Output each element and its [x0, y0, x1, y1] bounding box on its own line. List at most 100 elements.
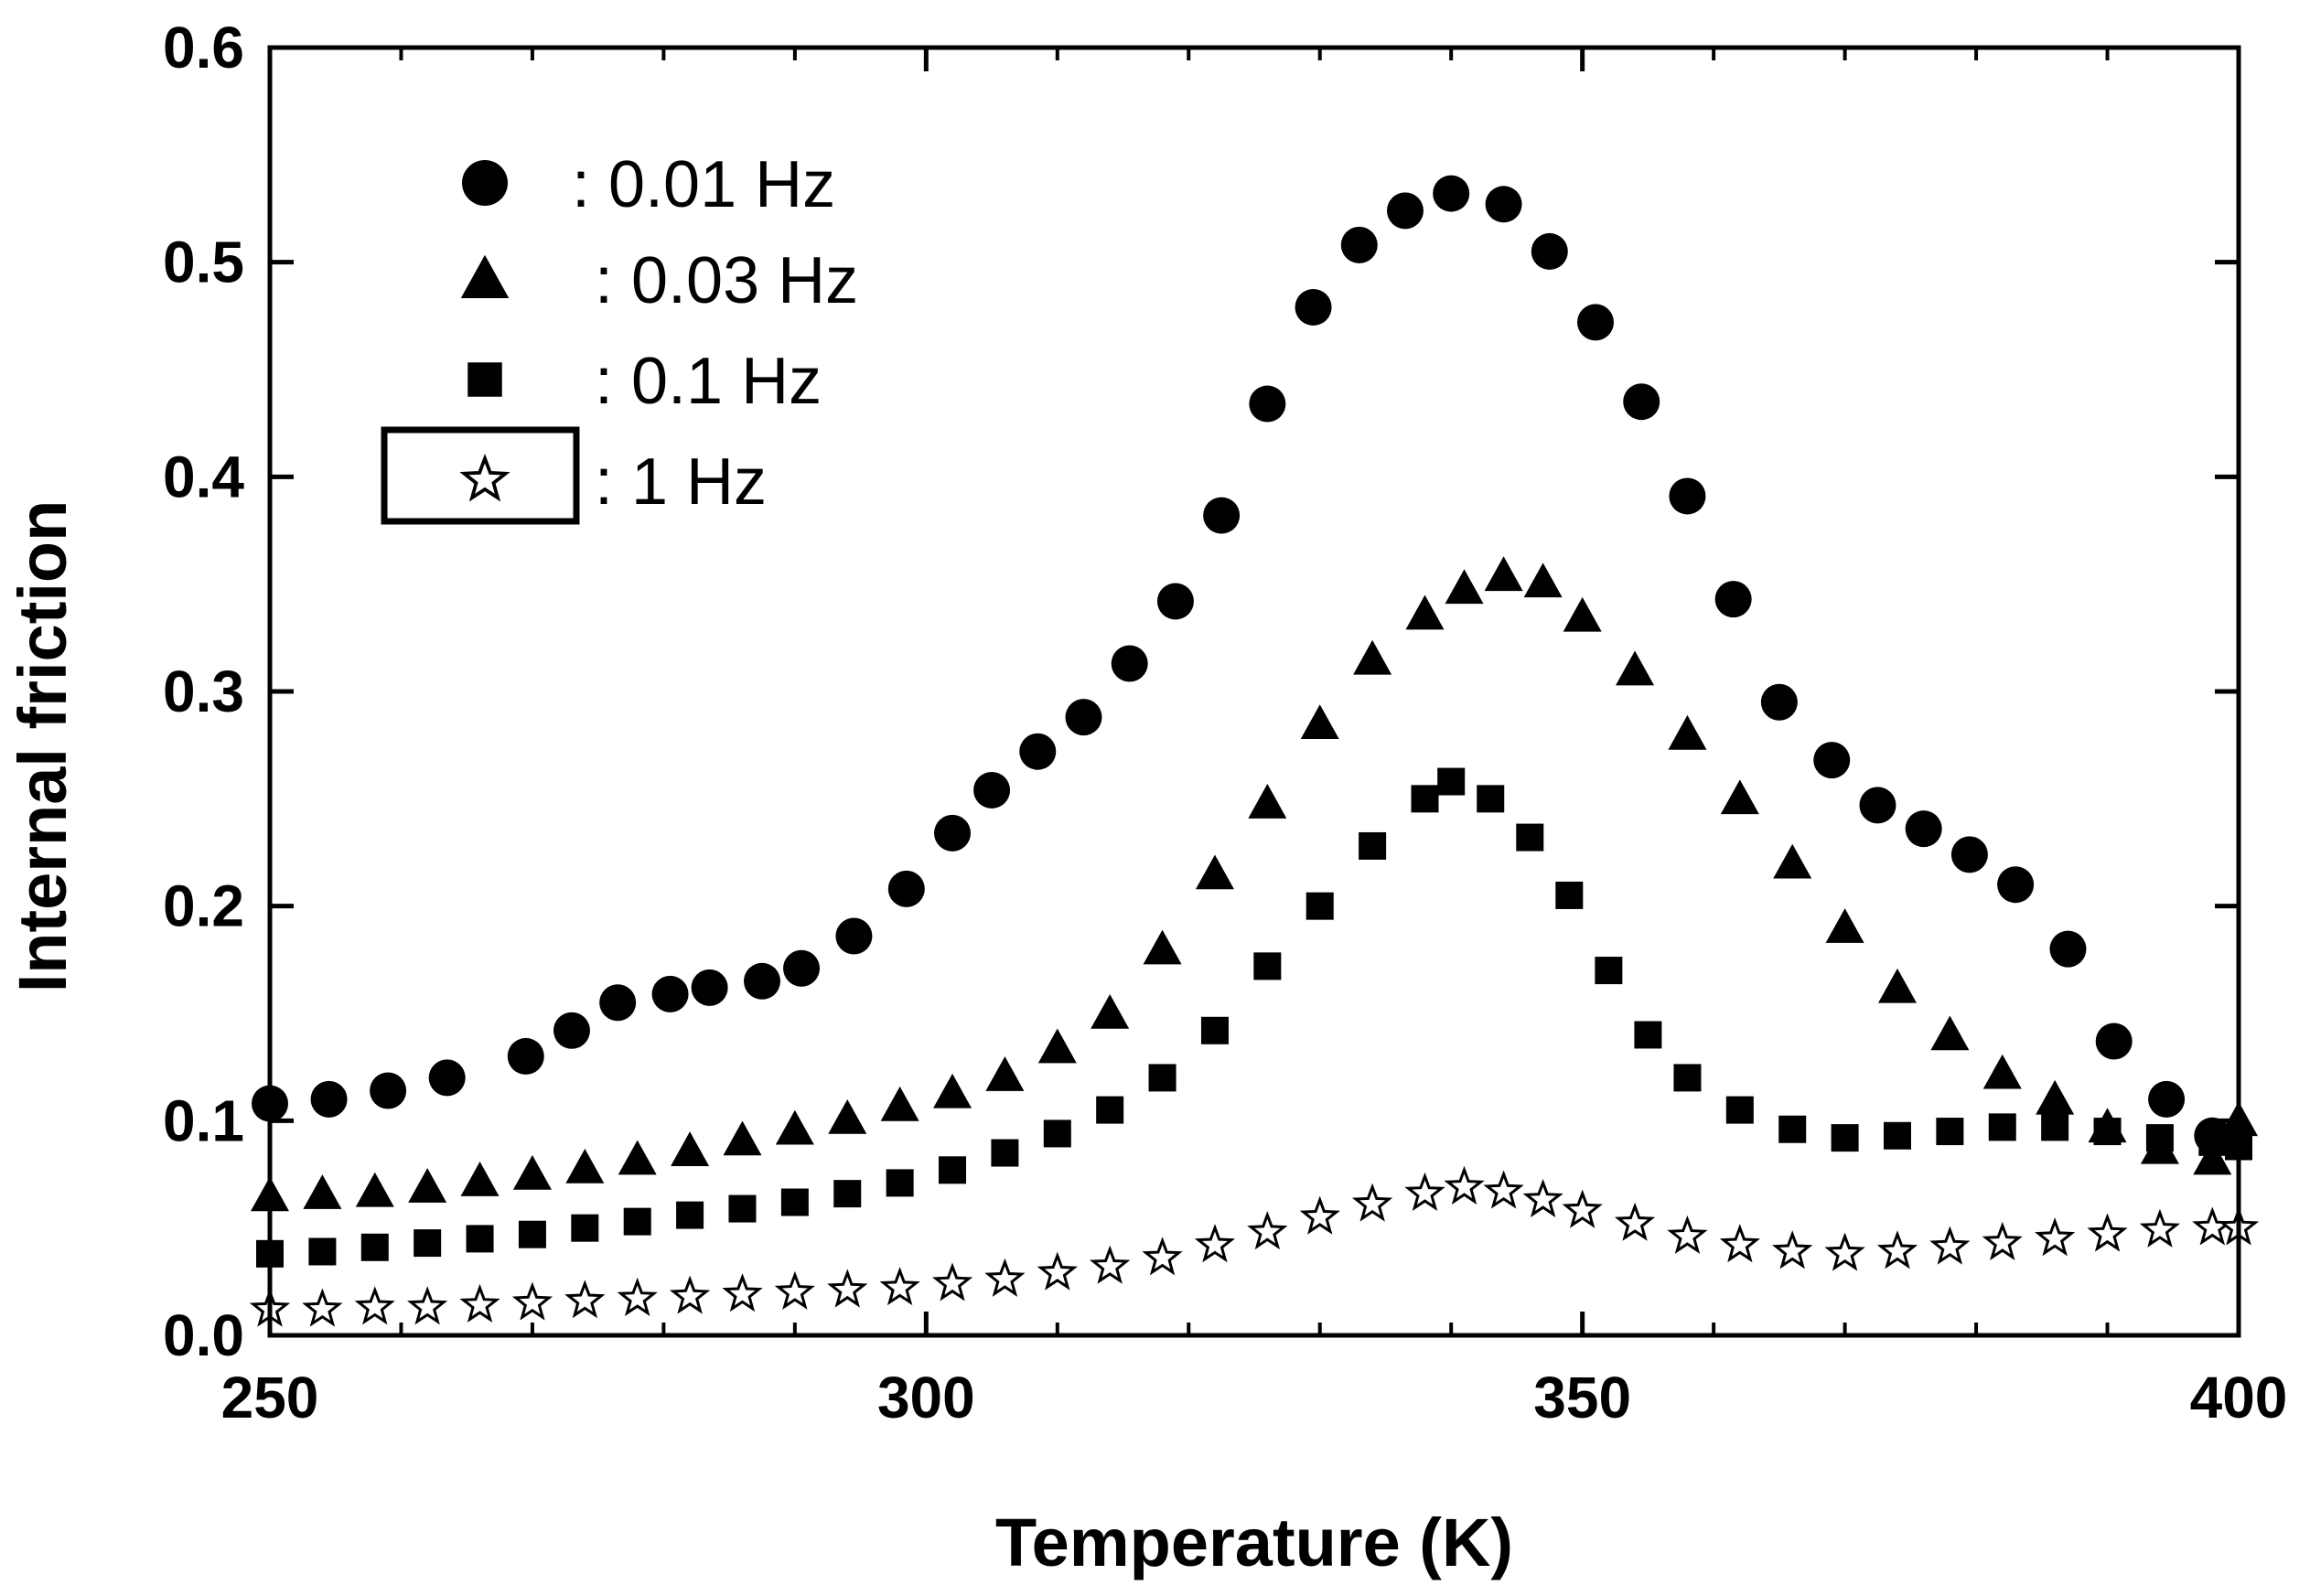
- data-point-star: [1824, 1232, 1865, 1271]
- data-point-triangle: [1405, 594, 1445, 630]
- data-point-star: [2035, 1217, 2076, 1257]
- data-point-square: [939, 1156, 967, 1184]
- data-point-triangle: [2088, 1108, 2127, 1143]
- legend-entry-label: : 1 Hz: [595, 445, 767, 519]
- data-point-circle: [1714, 581, 1752, 618]
- data-point-square: [1477, 785, 1505, 813]
- data-point-triangle: [618, 1140, 657, 1175]
- series-layer: [249, 175, 2260, 1327]
- data-point-triangle: [1668, 714, 1707, 750]
- data-point-circle: [370, 1072, 407, 1109]
- data-point-circle: [428, 1059, 466, 1097]
- data-point-circle: [1111, 645, 1148, 682]
- data-point-circle: [2148, 1080, 2186, 1118]
- data-point-triangle: [460, 1162, 500, 1196]
- legend-entry-label: : 0.1 Hz: [595, 345, 822, 418]
- data-point-triangle: [723, 1120, 762, 1156]
- data-point-square: [1305, 892, 1334, 920]
- data-point-triangle: [775, 1109, 814, 1145]
- data-point-star: [931, 1262, 973, 1301]
- data-point-triangle: [1445, 569, 1484, 605]
- data-point-star: [1351, 1183, 1393, 1222]
- data-point-square: [1634, 1021, 1662, 1049]
- data-point-star: [1247, 1211, 1288, 1250]
- data-point-star: [1090, 1245, 1131, 1284]
- data-point-star: [1194, 1224, 1236, 1263]
- x-tick-label: 300: [877, 1365, 975, 1430]
- data-point-star: [459, 1283, 500, 1323]
- data-point-triangle: [1982, 1054, 2022, 1089]
- data-point-star: [1929, 1226, 1971, 1265]
- data-point-star: [2087, 1213, 2128, 1252]
- data-point-square: [1043, 1119, 1071, 1148]
- data-point-circle: [1203, 497, 1241, 534]
- data-point-star: [1483, 1170, 1524, 1209]
- data-point-triangle: [1353, 639, 1392, 675]
- data-point-square: [360, 1233, 389, 1261]
- series-star: [249, 1165, 2260, 1327]
- data-point-circle: [2194, 1117, 2231, 1154]
- data-point-circle: [887, 870, 925, 907]
- data-point-star: [2139, 1208, 2181, 1248]
- data-point-star: [879, 1267, 920, 1306]
- data-point-triangle: [1825, 908, 1864, 943]
- x-tick-label: 250: [221, 1365, 319, 1430]
- data-point-square: [886, 1169, 914, 1197]
- data-point-square: [1595, 957, 1623, 985]
- data-point-triangle: [1300, 704, 1339, 739]
- data-point-triangle: [985, 1056, 1025, 1091]
- data-point-star: [774, 1270, 815, 1310]
- data-point-square: [833, 1180, 862, 1208]
- data-point-circle: [1997, 866, 2035, 904]
- data-point-star: [1614, 1202, 1656, 1241]
- data-point-triangle: [1195, 854, 1234, 890]
- data-point-circle: [835, 917, 873, 955]
- data-point-square: [308, 1237, 337, 1266]
- data-point-star: [1876, 1230, 1918, 1269]
- data-point-square: [1253, 952, 1282, 980]
- data-point-circle: [973, 771, 1011, 809]
- data-point-triangle: [408, 1168, 447, 1203]
- data-point-square: [1516, 823, 1544, 852]
- legend-entry-label: : 0.01 Hz: [572, 148, 835, 221]
- data-point-circle: [1669, 477, 1706, 515]
- data-point-circle: [1340, 226, 1378, 263]
- data-point-star: [984, 1258, 1026, 1297]
- data-point-triangle: [1248, 784, 1287, 819]
- data-point-square: [1096, 1096, 1124, 1124]
- data-point-circle: [1019, 733, 1057, 770]
- data-point-triangle: [2036, 1079, 2075, 1115]
- y-tick-label: 0.4: [163, 444, 244, 509]
- data-point-triangle: [828, 1098, 867, 1134]
- data-point-triangle: [1773, 843, 1812, 879]
- data-point-triangle: [1563, 596, 1602, 632]
- data-point-square: [1555, 881, 1584, 909]
- data-point-triangle: [2193, 1140, 2232, 1175]
- legend: : 0.01 Hz : 0.03 Hz : 0.1 Hz : 1 Hz: [381, 148, 858, 525]
- data-point-square: [2041, 1113, 2069, 1141]
- data-point-star: [407, 1286, 448, 1325]
- data-point-square: [414, 1229, 442, 1258]
- data-point-square: [1148, 1064, 1176, 1092]
- data-point-square: [1936, 1118, 1964, 1146]
- data-point-square: [1437, 767, 1466, 796]
- data-point-square: [571, 1214, 599, 1242]
- data-point-circle: [1295, 288, 1332, 326]
- data-point-circle: [1156, 583, 1194, 620]
- data-point-star: [1562, 1189, 1603, 1228]
- data-point-circle: [744, 962, 780, 1000]
- data-point-triangle: [933, 1073, 972, 1109]
- y-tick-label: 0.0: [163, 1302, 244, 1368]
- series-triangle: [251, 556, 2258, 1212]
- y-tick-label: 0.6: [163, 15, 244, 80]
- data-point-triangle: [880, 1086, 919, 1121]
- legend-highlight-box: [381, 426, 580, 525]
- data-point-triangle: [1484, 556, 1523, 592]
- x-tick-label: 350: [1533, 1365, 1631, 1430]
- data-point-square: [1831, 1124, 1859, 1152]
- data-point-triangle: [512, 1155, 552, 1190]
- data-point-star: [511, 1281, 553, 1321]
- data-point-triangle: [303, 1174, 342, 1209]
